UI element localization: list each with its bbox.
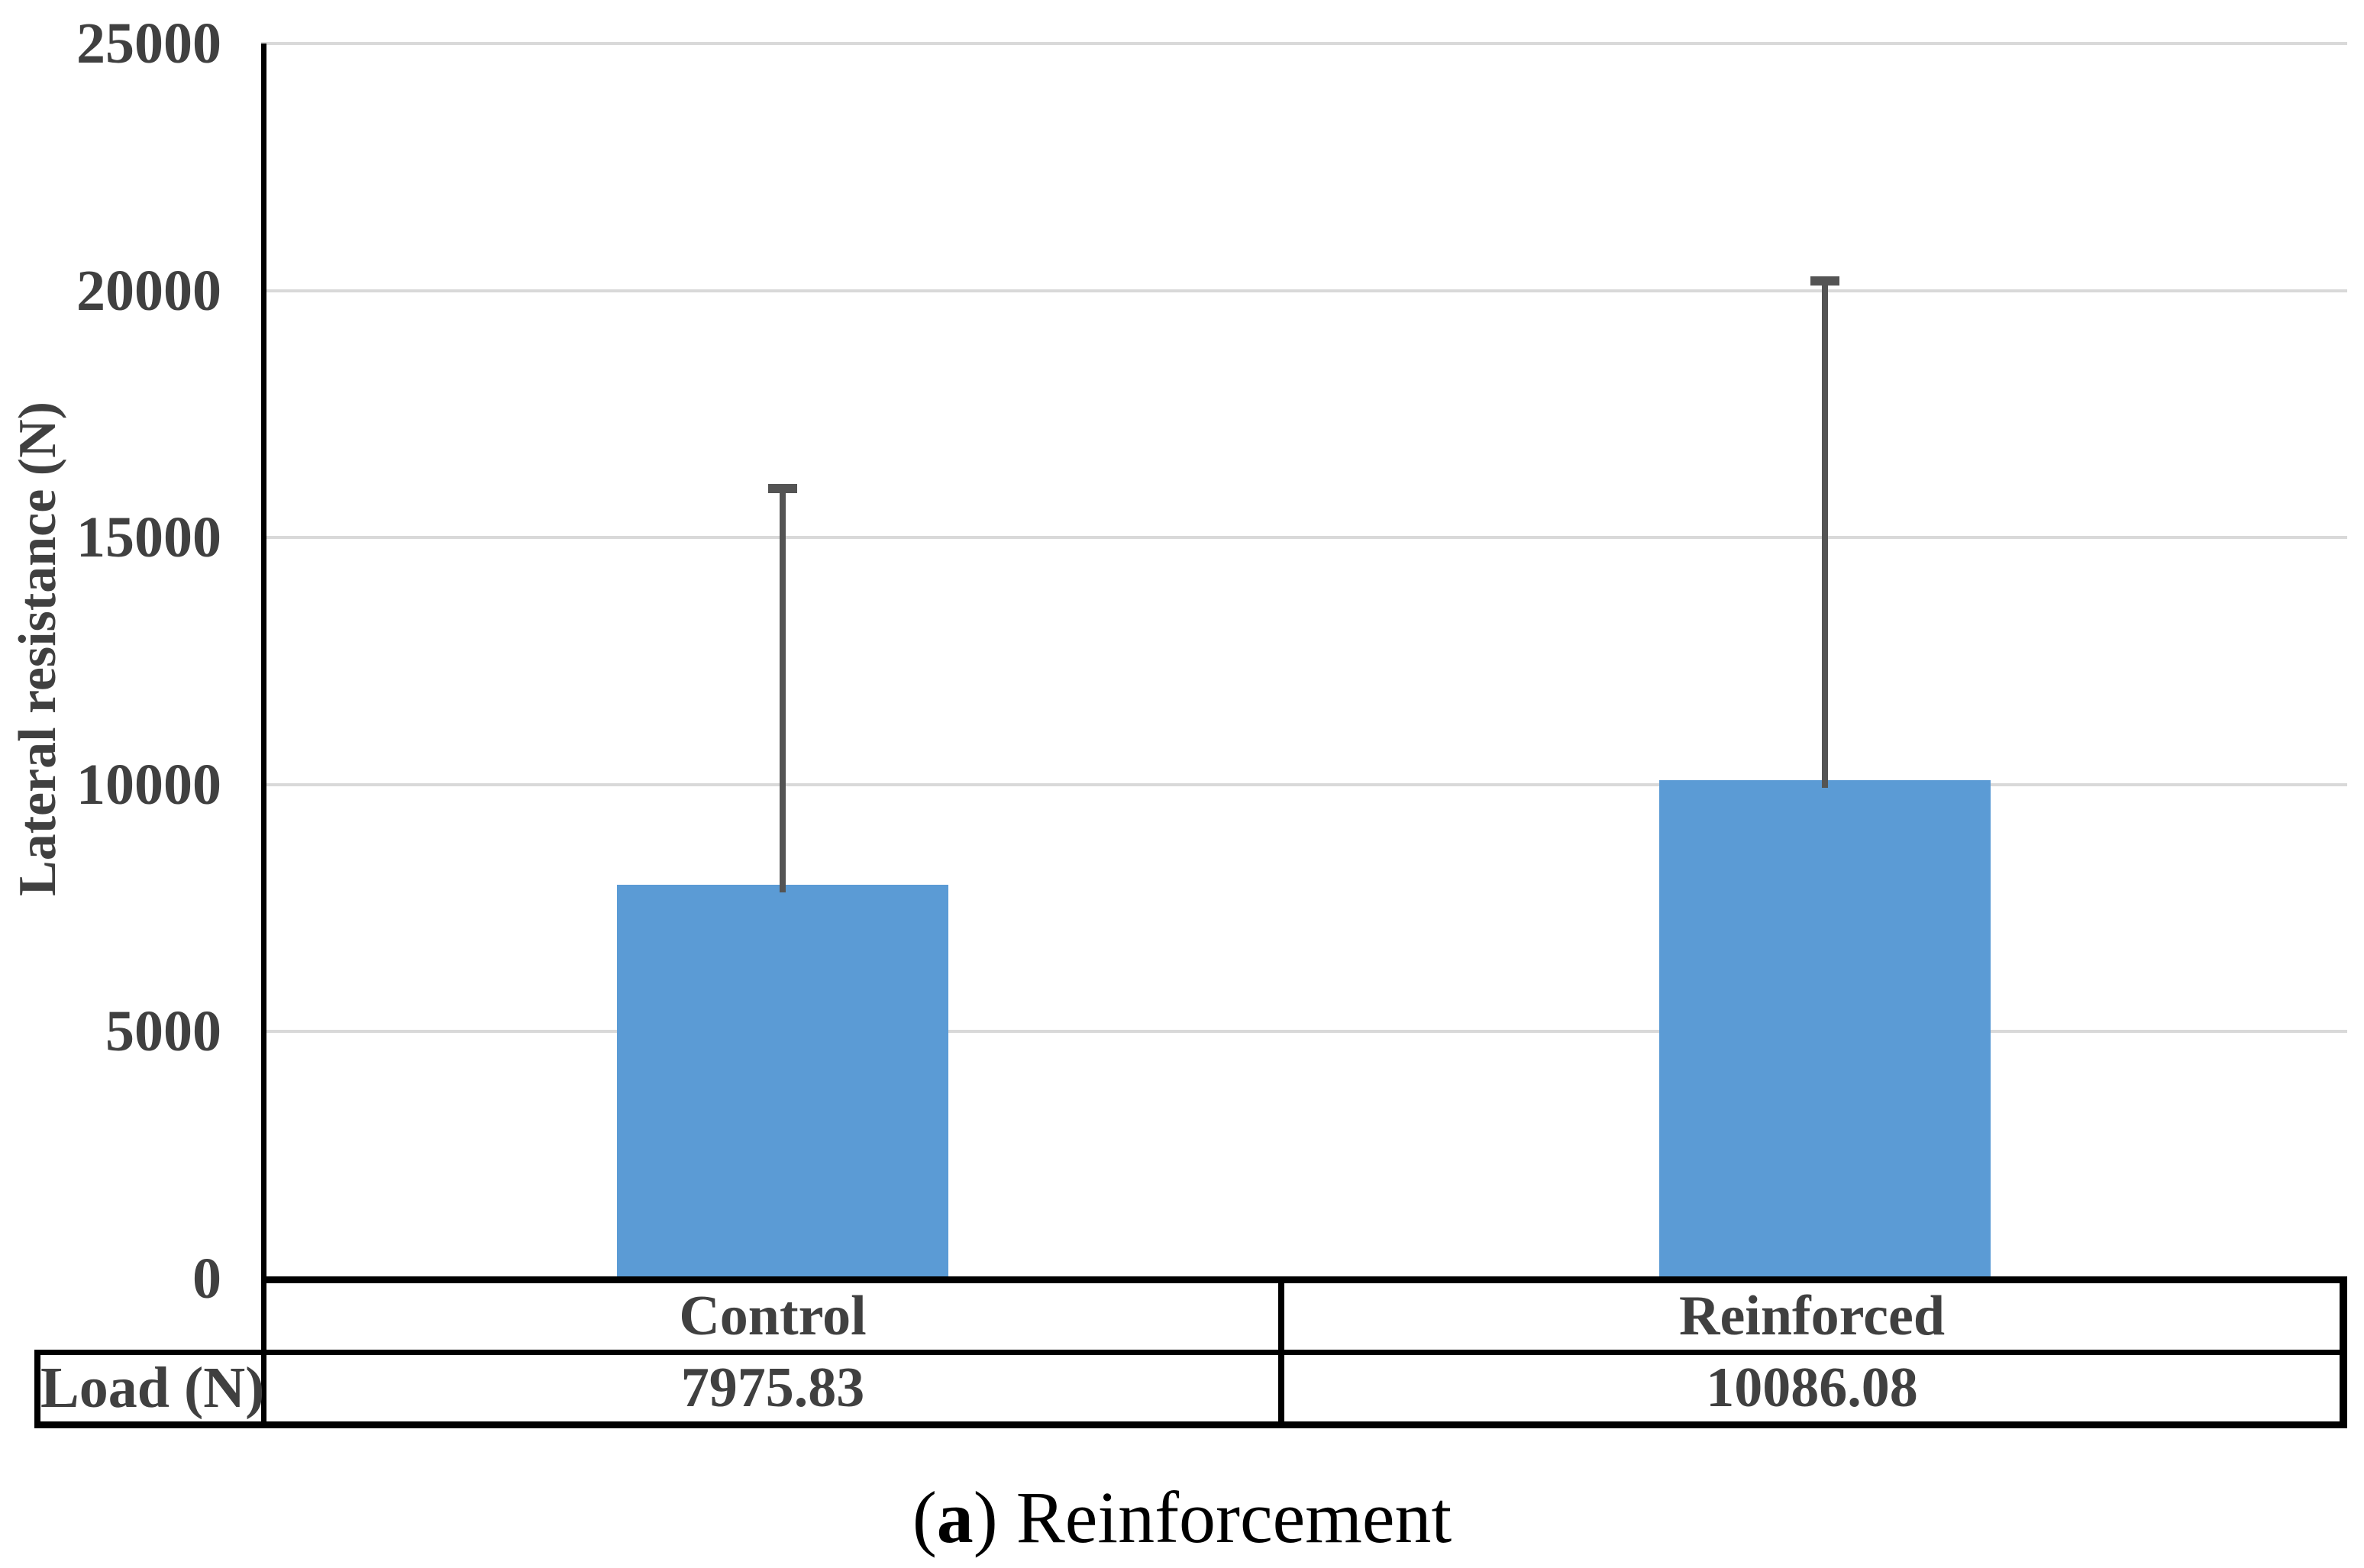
category-label-control: Control [679, 1285, 867, 1347]
x-axis-line [261, 1276, 2347, 1283]
category-label-reinforced: Reinforced [1679, 1285, 1945, 1347]
y-tick-label-25000: 25000 [76, 11, 221, 76]
gridline-5000 [261, 1030, 2347, 1034]
y-axis-title-text: Lateral resistance (N) [8, 402, 68, 896]
gridline-25000 [261, 42, 2347, 45]
y-axis-line [261, 44, 266, 1426]
table-right-border [2340, 1276, 2347, 1428]
y-axis-title: Lateral resistance (N) [0, 46, 76, 1252]
gridline-10000 [261, 782, 2347, 786]
error-bar-cap-control [768, 484, 797, 494]
error-bar-cap-reinforced [1810, 276, 1839, 286]
caption-text: Reinforcement [1016, 1476, 1452, 1558]
error-bar-line-control [780, 489, 786, 892]
table-middle-divider [1278, 1276, 1284, 1428]
gridline-20000 [261, 289, 2347, 292]
y-tick-label-10000: 10000 [76, 752, 221, 817]
caption-open-paren: ( [912, 1476, 937, 1558]
table-value-reinforced: 10086.08 [1706, 1357, 1918, 1419]
table-value-control: 7975.83 [680, 1357, 865, 1419]
y-tick-label-5000: 5000 [105, 999, 221, 1064]
bar-reinforced [1659, 780, 1991, 1283]
gridline-15000 [261, 536, 2347, 540]
table-left-border [34, 1350, 40, 1428]
table-row-divider [34, 1350, 2347, 1355]
bar-control [617, 884, 948, 1283]
y-tick-label-20000: 20000 [76, 258, 221, 323]
table-row-header: Load (N) [40, 1356, 265, 1420]
table-bottom-border [34, 1421, 2347, 1428]
caption-letter: a [936, 1476, 974, 1558]
y-tick-label-0: 0 [192, 1247, 221, 1311]
figure-caption: (a) Reinforcement [0, 1475, 2364, 1560]
error-bar-line-reinforced [1822, 281, 1828, 789]
y-tick-label-15000: 15000 [76, 505, 221, 570]
caption-close-paren: ) [973, 1476, 998, 1558]
